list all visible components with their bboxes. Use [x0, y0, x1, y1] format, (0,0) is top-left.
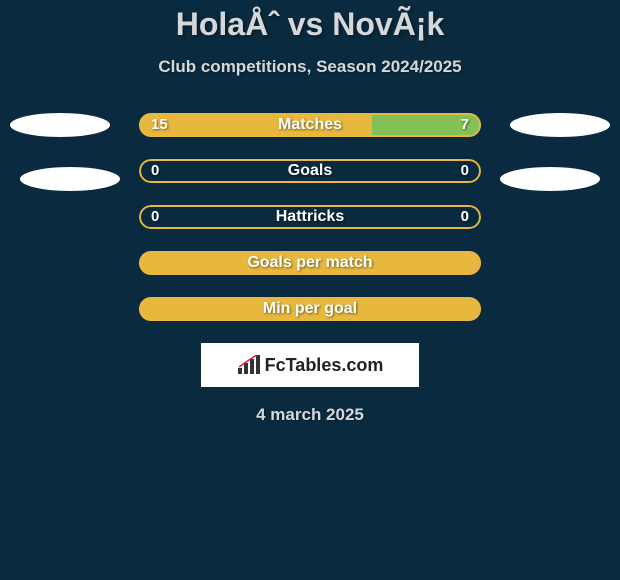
- source-logo-text: FcTables.com: [265, 355, 384, 376]
- stat-label: Min per goal: [139, 297, 481, 321]
- stat-value-right: 7: [461, 113, 469, 137]
- stat-label: Goals: [139, 159, 481, 183]
- stats-area: 15 Matches 7 0 Goals 0 0 Hattricks 0: [0, 113, 620, 425]
- comparison-infographic: HolaÅˆ vs NovÃ¡k Club competitions, Seas…: [0, 0, 620, 580]
- subtitle: Club competitions, Season 2024/2025: [0, 57, 620, 77]
- page-title: HolaÅˆ vs NovÃ¡k: [0, 0, 620, 43]
- stat-row-min-per-goal: Min per goal: [139, 297, 481, 321]
- source-logo: FcTables.com: [237, 355, 384, 376]
- source-logo-box: FcTables.com: [201, 343, 419, 387]
- player-photo-placeholder-right-2: [500, 167, 600, 191]
- player-photo-placeholder-left-2: [20, 167, 120, 191]
- stat-label: Matches: [139, 113, 481, 137]
- stat-label: Hattricks: [139, 205, 481, 229]
- bar-chart-icon: [237, 355, 261, 375]
- stat-row-hattricks: 0 Hattricks 0: [139, 205, 481, 229]
- stat-row-goals-per-match: Goals per match: [139, 251, 481, 275]
- stat-row-goals: 0 Goals 0: [139, 159, 481, 183]
- stat-value-right: 0: [461, 205, 469, 229]
- player-photo-placeholder-right-1: [510, 113, 610, 137]
- stat-row-matches: 15 Matches 7: [139, 113, 481, 137]
- player-photo-placeholder-left-1: [10, 113, 110, 137]
- date: 4 march 2025: [0, 405, 620, 425]
- stat-value-right: 0: [461, 159, 469, 183]
- stat-label: Goals per match: [139, 251, 481, 275]
